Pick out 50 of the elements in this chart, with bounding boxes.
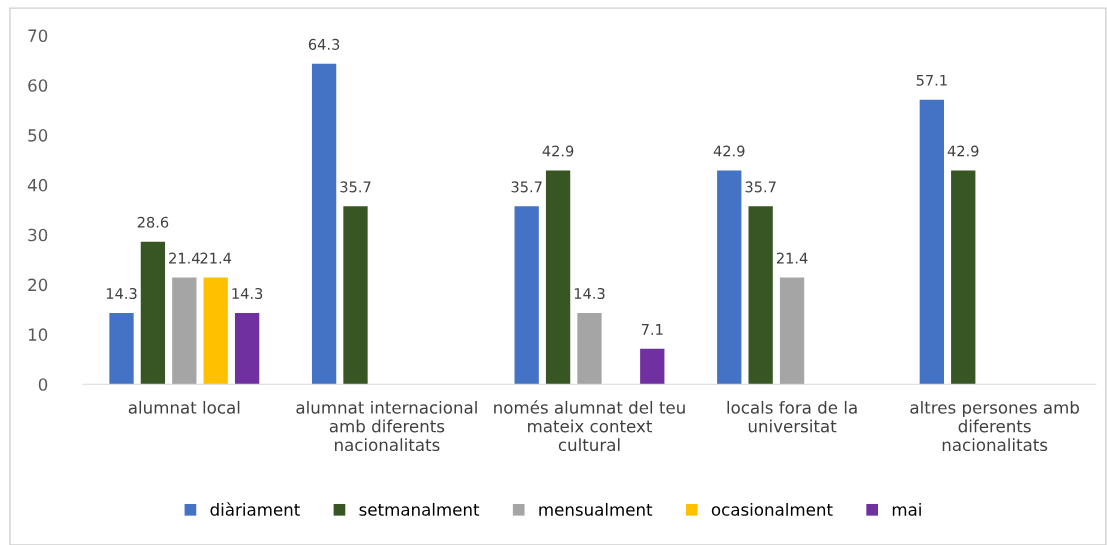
y-tick-label: 70: [28, 29, 48, 42]
bar: [748, 206, 773, 385]
bar: [717, 170, 742, 385]
data-label: 14.3: [232, 288, 263, 300]
bar: [109, 312, 134, 385]
data-label: 57.1: [916, 74, 947, 86]
bar: [514, 206, 539, 385]
legend-label: setmanalment: [359, 502, 480, 516]
bar: [234, 312, 260, 385]
bar: [919, 99, 944, 385]
bar: [343, 206, 368, 385]
data-label: 64.3: [308, 38, 340, 50]
data-label: 42.9: [713, 145, 745, 157]
bar: [203, 277, 228, 385]
bar: [951, 170, 976, 385]
bar: [172, 277, 197, 385]
x-tick-label: locals fora de la universitat: [727, 400, 857, 433]
data-label: 35.7: [745, 181, 776, 193]
x-tick-label: alumnat local: [128, 400, 240, 414]
legend-label: ocasionalment: [711, 502, 833, 516]
bar: [140, 241, 166, 385]
data-label: 42.9: [947, 145, 979, 157]
bar: [779, 277, 805, 385]
legend-label: mensualment: [539, 502, 653, 516]
data-label: 35.7: [340, 181, 371, 193]
y-tick-label: 20: [28, 278, 48, 292]
bar: [545, 170, 571, 385]
bar: [640, 348, 665, 385]
y-tick-label: 30: [28, 228, 48, 242]
data-label: 21.4: [776, 252, 808, 264]
data-label: 21.4: [169, 252, 200, 264]
y-tick-label: 0: [38, 378, 48, 391]
y-tick-label: 60: [28, 79, 48, 92]
bar: [311, 63, 337, 385]
data-label: 14.3: [574, 288, 605, 300]
legend-label: mai: [892, 502, 921, 516]
x-tick-label: només alumnat del teu mateix context cultural: [494, 400, 685, 452]
legend-label: diàriament: [210, 502, 300, 516]
data-label: 7.1: [641, 324, 663, 335]
bar: [577, 312, 602, 385]
data-label: 35.7: [511, 181, 542, 193]
y-tick-label: 50: [28, 129, 48, 142]
data-label: 28.6: [137, 216, 169, 228]
data-label: 42.9: [542, 145, 574, 157]
x-tick-label: alumnat internacional amb diferents nacionalitats: [296, 400, 477, 452]
y-tick-label: 40: [27, 178, 48, 192]
x-tick-label: altres persones amb diferents nacionalitats: [910, 400, 1079, 452]
data-label: 14.3: [106, 288, 137, 300]
y-tick-label: 10: [28, 328, 48, 341]
data-label: 21.4: [200, 252, 232, 264]
